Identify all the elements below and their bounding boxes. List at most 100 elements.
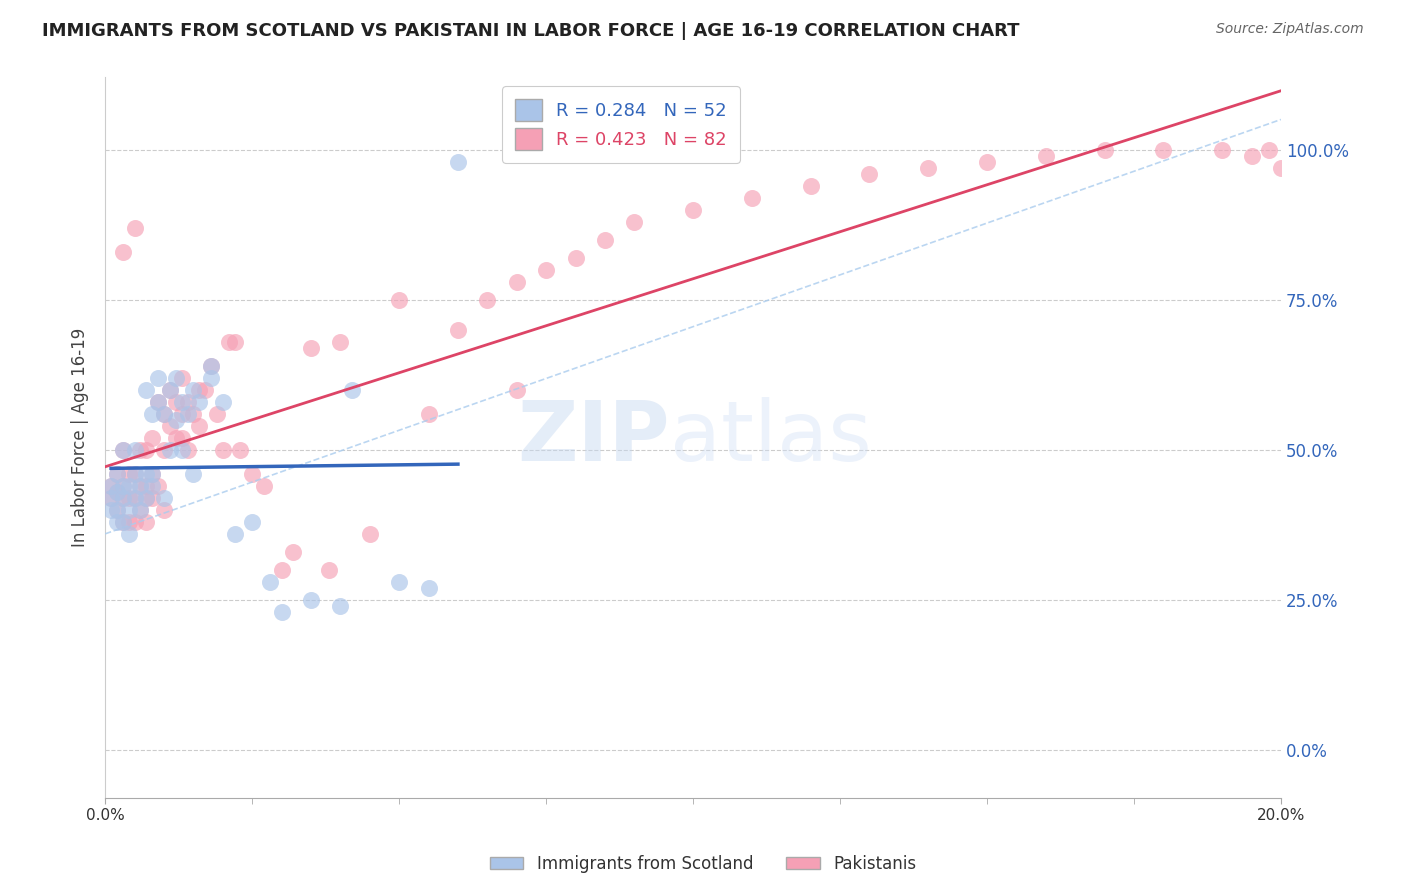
Point xyxy=(124,515,146,529)
Point xyxy=(129,442,152,457)
Point xyxy=(165,413,187,427)
Text: atlas: atlas xyxy=(669,397,872,478)
Point xyxy=(176,442,198,457)
Point xyxy=(329,599,352,613)
Point xyxy=(240,515,263,529)
Point xyxy=(1240,148,1263,162)
Point xyxy=(159,442,181,457)
Point xyxy=(224,526,246,541)
Text: IMMIGRANTS FROM SCOTLAND VS PAKISTANI IN LABOR FORCE | AGE 16-19 CORRELATION CHA: IMMIGRANTS FROM SCOTLAND VS PAKISTANI IN… xyxy=(42,22,1019,40)
Point xyxy=(253,479,276,493)
Point xyxy=(159,383,181,397)
Point xyxy=(1152,143,1174,157)
Point xyxy=(118,503,141,517)
Point xyxy=(1094,143,1116,157)
Point xyxy=(124,491,146,505)
Point xyxy=(229,442,252,457)
Point xyxy=(224,334,246,349)
Point xyxy=(153,442,176,457)
Point xyxy=(318,563,340,577)
Point xyxy=(153,407,176,421)
Point xyxy=(124,467,146,481)
Point xyxy=(218,334,240,349)
Point xyxy=(100,491,122,505)
Point xyxy=(447,323,470,337)
Point xyxy=(917,161,939,175)
Point xyxy=(340,383,363,397)
Point xyxy=(111,442,134,457)
Point xyxy=(141,479,163,493)
Point xyxy=(141,467,163,481)
Point xyxy=(129,479,152,493)
Point xyxy=(153,491,176,505)
Point xyxy=(329,334,352,349)
Point xyxy=(111,442,134,457)
Point xyxy=(153,407,176,421)
Point xyxy=(135,467,157,481)
Point xyxy=(135,383,157,397)
Point xyxy=(141,491,163,505)
Point xyxy=(135,442,157,457)
Point xyxy=(135,515,157,529)
Point xyxy=(118,526,141,541)
Point xyxy=(105,484,128,499)
Point xyxy=(100,479,122,493)
Point xyxy=(100,503,122,517)
Point xyxy=(170,394,193,409)
Point xyxy=(118,515,141,529)
Point xyxy=(176,407,198,421)
Point xyxy=(858,167,880,181)
Point xyxy=(506,383,529,397)
Point xyxy=(105,484,128,499)
Point xyxy=(299,593,322,607)
Point xyxy=(170,407,193,421)
Point xyxy=(118,479,141,493)
Point xyxy=(105,467,128,481)
Point xyxy=(188,418,211,433)
Point xyxy=(141,407,163,421)
Point xyxy=(146,370,169,384)
Point xyxy=(153,503,176,517)
Point xyxy=(183,407,205,421)
Point xyxy=(129,503,152,517)
Point xyxy=(477,293,499,307)
Point xyxy=(124,491,146,505)
Legend: Immigrants from Scotland, Pakistanis: Immigrants from Scotland, Pakistanis xyxy=(484,848,922,880)
Point xyxy=(111,491,134,505)
Point xyxy=(141,431,163,445)
Point xyxy=(200,370,222,384)
Point xyxy=(124,442,146,457)
Point xyxy=(800,178,823,193)
Point xyxy=(564,251,586,265)
Text: ZIP: ZIP xyxy=(517,397,669,478)
Point xyxy=(170,442,193,457)
Point xyxy=(124,220,146,235)
Point xyxy=(118,467,141,481)
Point xyxy=(447,154,470,169)
Point xyxy=(205,407,228,421)
Point xyxy=(159,418,181,433)
Point xyxy=(105,467,128,481)
Point xyxy=(593,233,616,247)
Point xyxy=(146,479,169,493)
Point xyxy=(1270,161,1292,175)
Point xyxy=(165,431,187,445)
Point xyxy=(100,491,122,505)
Point xyxy=(1258,143,1281,157)
Point xyxy=(976,154,998,169)
Point xyxy=(129,503,152,517)
Text: Source: ZipAtlas.com: Source: ZipAtlas.com xyxy=(1216,22,1364,37)
Point xyxy=(359,526,381,541)
Point xyxy=(105,515,128,529)
Point xyxy=(211,394,233,409)
Point xyxy=(211,442,233,457)
Point xyxy=(135,491,157,505)
Point xyxy=(141,467,163,481)
Point xyxy=(146,394,169,409)
Point xyxy=(118,491,141,505)
Point xyxy=(105,503,128,517)
Point xyxy=(105,503,128,517)
Point xyxy=(388,574,411,589)
Point xyxy=(418,407,440,421)
Point xyxy=(111,515,134,529)
